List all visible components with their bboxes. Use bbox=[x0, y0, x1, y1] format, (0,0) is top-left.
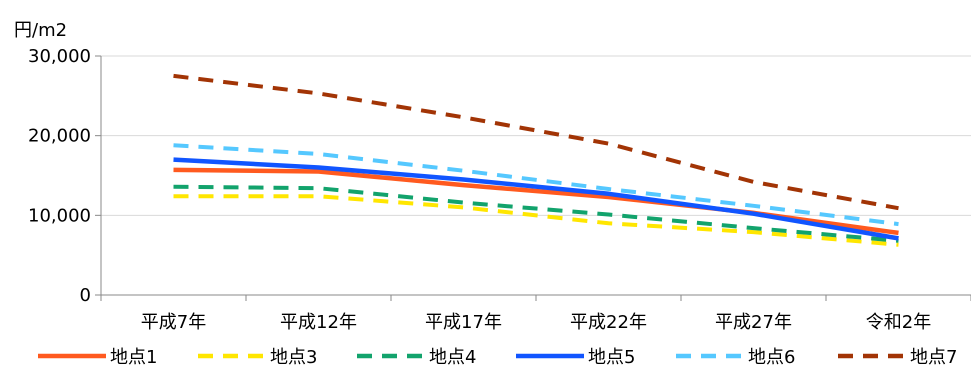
x-tick-label: 平成12年 bbox=[280, 312, 357, 333]
y-tick-label: 30,000 bbox=[28, 46, 91, 67]
legend-label: 地点5 bbox=[588, 347, 635, 367]
x-tick-label: 平成22年 bbox=[570, 312, 647, 333]
x-tick-label: 平成7年 bbox=[141, 312, 206, 333]
legend-label: 地点7 bbox=[910, 347, 957, 367]
axes: 0 10,000 20,000 30,000 平成7年 平成12年 平成17年 平成22年 平成… bbox=[28, 46, 971, 333]
series-line-6 bbox=[173, 73, 899, 211]
legend: 地点1 地点3 地点4 地点5 地点6 地点7 bbox=[38, 347, 957, 367]
series-line-4 bbox=[173, 157, 899, 241]
y-tick-label: 20,000 bbox=[28, 126, 91, 147]
legend-label: 地点4 bbox=[429, 347, 476, 367]
y-tick-label: 10,000 bbox=[28, 205, 91, 226]
x-tick-label: 令和2年 bbox=[866, 312, 931, 333]
x-tick-label: 平成17年 bbox=[425, 312, 502, 333]
y-tick-label: 0 bbox=[80, 285, 91, 306]
legend-label: 地点3 bbox=[270, 347, 317, 367]
x-tick-label: 平成27年 bbox=[715, 312, 792, 333]
legend-label: 地点1 bbox=[110, 347, 157, 367]
y-axis-label: 円/m2 bbox=[14, 20, 67, 41]
legend-label: 地点6 bbox=[748, 347, 795, 367]
series-lines bbox=[173, 73, 899, 247]
series-line-5 bbox=[173, 143, 899, 227]
series-line-2 bbox=[173, 194, 899, 247]
series-line-3 bbox=[173, 184, 899, 243]
